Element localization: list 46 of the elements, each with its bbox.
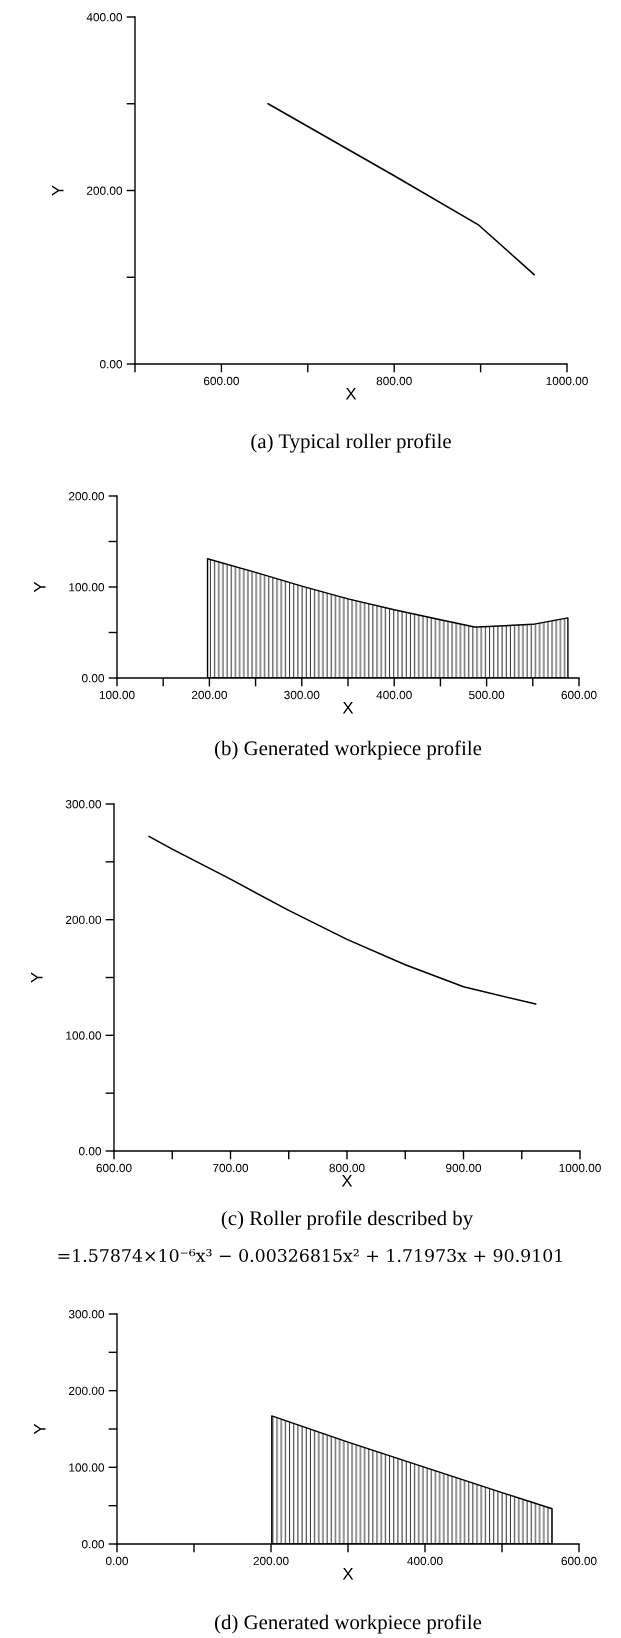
x-tick-label: 300.00: [284, 690, 320, 700]
x-tick-label: 800.00: [376, 376, 412, 386]
y-axis-title: Y: [31, 972, 43, 983]
y-tick-label: 0.00: [78, 1147, 102, 1156]
text: (c) Roller profile described by: [221, 1210, 474, 1230]
text: (d) Generated workpiece profile: [215, 1614, 482, 1634]
x-axis-title: X: [345, 388, 357, 400]
y-tick-label: 200.00: [65, 915, 102, 925]
y-axis-title: Y: [34, 581, 46, 593]
x-axis-title: X: [342, 702, 354, 714]
y-tick-label: 400.00: [86, 13, 123, 22]
x-axis-title: X: [342, 1568, 354, 1580]
text: (b) Generated workpiece profile: [215, 740, 482, 760]
text: =1.57874×10⁻⁶x³ − 0.00326815x² + 1.71973x + 90.9101: [58, 1248, 562, 1263]
y-tick-label: 300.00: [68, 1310, 105, 1319]
y-tick-label: 0.00: [81, 674, 105, 683]
y-tick-label: 100.00: [66, 1031, 102, 1040]
y-tick-label: 100.00: [69, 583, 105, 592]
y-tick-label: 100.00: [69, 1463, 105, 1472]
line-series: [148, 835, 537, 1005]
x-tick-label: 400.00: [407, 1556, 443, 1566]
x-tick-label: 900.00: [446, 1163, 482, 1173]
y-tick-label: 0.00: [99, 360, 123, 369]
x-tick-label: 400.00: [376, 690, 412, 700]
y-tick-label: 200.00: [68, 492, 105, 501]
text: (a) Typical roller profile: [251, 433, 451, 453]
y-tick-label: 300.00: [65, 800, 102, 809]
x-tick-label: 1000.00: [546, 376, 588, 386]
y-axis-title: Y: [34, 1423, 46, 1435]
x-axis-title: X: [341, 1175, 353, 1187]
x-tick-label: 700.00: [213, 1163, 249, 1173]
x-tick-label: 600.00: [561, 690, 597, 700]
x-tick-label: 200.00: [253, 1556, 289, 1566]
line-series: [267, 102, 535, 276]
x-tick-label: 800.00: [329, 1163, 365, 1173]
x-tick-label: 200.00: [191, 690, 227, 700]
x-tick-label: 100.00: [99, 690, 135, 700]
y-axis-title: Y: [52, 185, 64, 196]
x-tick-label: 600.00: [96, 1163, 132, 1173]
x-tick-label: 600.00: [203, 376, 239, 386]
y-tick-label: 200.00: [68, 1386, 105, 1396]
y-tick-label: 0.00: [81, 1540, 105, 1549]
x-tick-label: 600.00: [561, 1556, 597, 1566]
y-tick-label: 200.00: [86, 186, 123, 195]
x-tick-label: 500.00: [469, 690, 505, 700]
x-tick-label: 1000.00: [559, 1163, 601, 1173]
